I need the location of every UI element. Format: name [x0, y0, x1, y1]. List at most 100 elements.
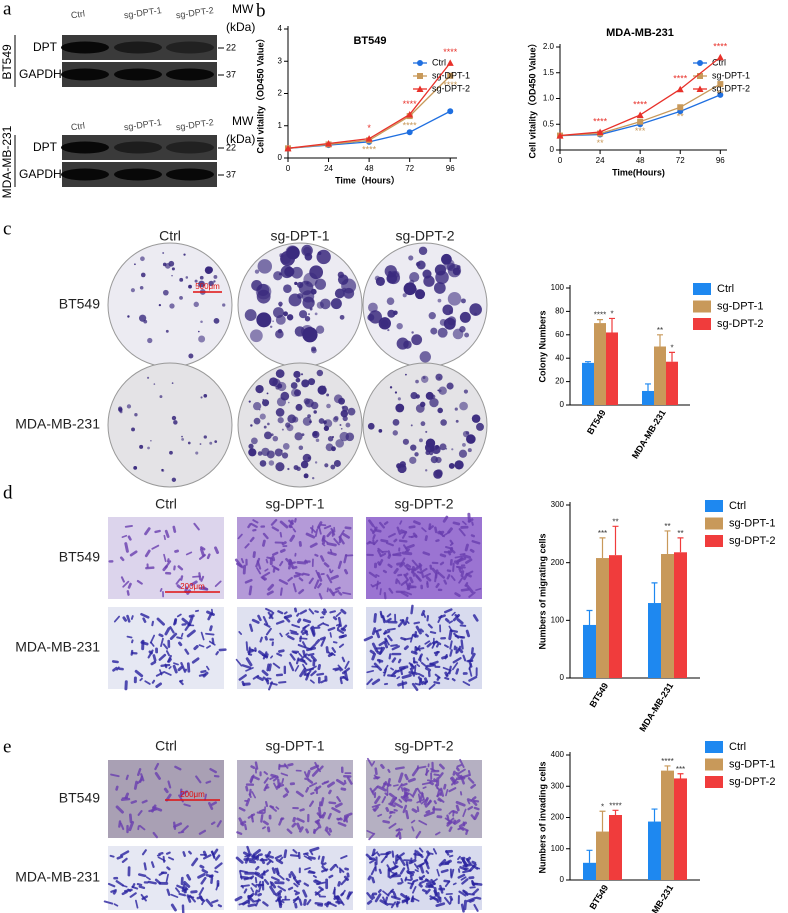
colony [438, 386, 447, 395]
cell [371, 894, 376, 899]
colony [272, 320, 274, 323]
cell [147, 880, 157, 885]
colony [409, 456, 417, 464]
cell [338, 643, 345, 648]
cell [263, 878, 270, 885]
colony [198, 335, 206, 343]
colony [405, 373, 407, 376]
legend-label: sg-DPT-1 [432, 70, 470, 80]
cell [419, 628, 424, 633]
cell [305, 673, 310, 681]
cell [451, 809, 459, 814]
significance: ** [657, 326, 663, 335]
cell [406, 620, 410, 624]
cell [460, 639, 464, 650]
colony [284, 266, 295, 277]
cell [239, 870, 243, 880]
colony [291, 266, 303, 279]
cell [120, 850, 130, 857]
colony [250, 437, 258, 445]
cell [294, 891, 300, 896]
cell [247, 903, 257, 908]
cell [262, 676, 269, 682]
cell [195, 775, 202, 784]
cell [439, 553, 447, 558]
cell [287, 635, 295, 641]
cell [120, 576, 125, 583]
cell [303, 646, 313, 651]
cell [426, 642, 432, 648]
colony [425, 391, 434, 400]
colony [437, 327, 448, 338]
cell [387, 554, 392, 559]
cell [410, 534, 418, 539]
cell [302, 889, 308, 898]
cell [150, 660, 157, 666]
cell [302, 663, 306, 670]
error-bar [645, 383, 651, 391]
colony [275, 314, 286, 325]
cell [419, 864, 425, 874]
colony [333, 415, 339, 421]
colony [171, 415, 177, 421]
cell [165, 650, 171, 657]
cell [448, 620, 453, 624]
legend-label: sg-DPT-2 [729, 776, 775, 788]
cell [407, 777, 416, 783]
colony [396, 337, 409, 350]
cell [372, 581, 382, 588]
cell [424, 800, 432, 808]
colony [306, 281, 309, 285]
cell [172, 664, 178, 674]
colony [337, 271, 345, 279]
cell [249, 648, 257, 652]
colony [392, 270, 400, 278]
cell [413, 564, 423, 572]
cell [251, 775, 260, 781]
legend-label: Ctrl [712, 57, 726, 67]
cell [162, 643, 169, 650]
cell [409, 667, 416, 677]
cell [371, 652, 377, 661]
cell [304, 655, 312, 663]
cell [269, 885, 277, 896]
cell [279, 548, 286, 553]
cell [169, 626, 175, 634]
cell [393, 808, 398, 812]
cell [269, 805, 275, 809]
marker [717, 91, 724, 98]
colony [294, 326, 305, 337]
cell [309, 846, 320, 853]
colony [275, 408, 285, 417]
cell [172, 525, 177, 533]
cell [448, 629, 453, 641]
cell [443, 783, 447, 790]
cell [308, 870, 316, 874]
colony [323, 420, 327, 425]
cell [235, 856, 244, 864]
cell [127, 582, 132, 589]
cell [282, 793, 288, 798]
cell [472, 614, 479, 622]
legend-label: sg-DPT-1 [712, 70, 750, 80]
cell [276, 867, 280, 875]
cell [198, 644, 205, 648]
legend-swatch [705, 500, 723, 512]
cell [130, 800, 138, 804]
marker [447, 108, 454, 115]
row-label: MDA-MB-231 [15, 416, 100, 432]
blot-band [166, 68, 214, 81]
x-tick-label: 48 [365, 164, 374, 173]
colony [273, 271, 283, 281]
cell [410, 895, 414, 903]
cell [426, 850, 431, 856]
cell [163, 671, 172, 676]
cell [416, 787, 422, 795]
cell [453, 632, 460, 639]
cell [339, 677, 343, 685]
colony [430, 327, 438, 335]
cell [238, 674, 247, 681]
colony [399, 461, 406, 468]
cell [332, 590, 340, 595]
cell [296, 612, 300, 617]
